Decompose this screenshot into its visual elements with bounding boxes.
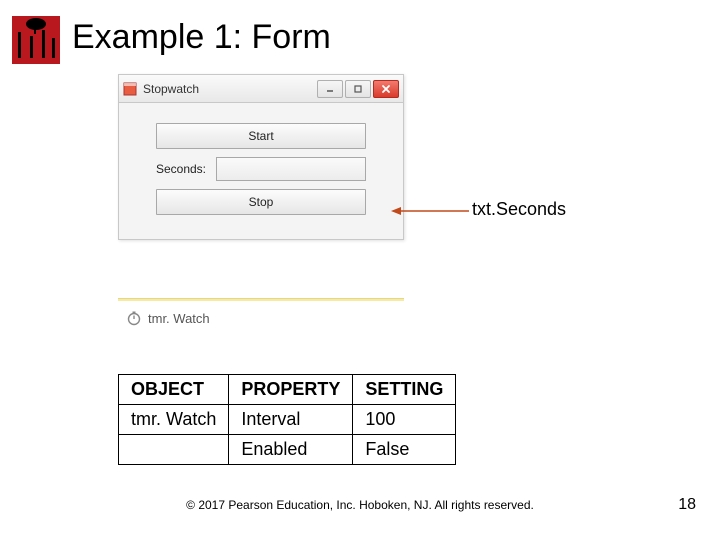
timer-icon [126, 310, 142, 326]
table-header: OBJECT [119, 375, 229, 405]
slide-number: 18 [678, 496, 696, 514]
stopwatch-window: Stopwatch Start Seconds: Stop [118, 74, 404, 240]
callout-arrow [391, 203, 469, 219]
callout-label: txt.Seconds [472, 199, 566, 220]
seconds-textbox[interactable] [216, 157, 366, 181]
table-cell: tmr. Watch [119, 405, 229, 435]
window-titlebar: Stopwatch [119, 75, 403, 103]
table-header: PROPERTY [229, 375, 353, 405]
component-tray: tmr. Watch [118, 304, 404, 332]
publisher-logo [12, 16, 60, 64]
window-title: Stopwatch [143, 82, 315, 96]
copyright-text: © 2017 Pearson Education, Inc. Hoboken, … [0, 498, 720, 512]
table-cell: Enabled [229, 435, 353, 465]
minimize-button[interactable] [317, 80, 343, 98]
slide-title: Example 1: Form [72, 18, 331, 57]
table-header: SETTING [353, 375, 456, 405]
stop-button[interactable]: Stop [156, 189, 366, 215]
seconds-row: Seconds: [146, 157, 376, 181]
table-cell: False [353, 435, 456, 465]
start-button[interactable]: Start [156, 123, 366, 149]
tray-timer-label: tmr. Watch [148, 311, 210, 326]
table-cell: Interval [229, 405, 353, 435]
maximize-button[interactable] [345, 80, 371, 98]
window-client-area: Start Seconds: Stop [119, 103, 403, 239]
table-cell: 100 [353, 405, 456, 435]
table-header-row: OBJECT PROPERTY SETTING [119, 375, 456, 405]
form-icon [123, 82, 137, 96]
seconds-label: Seconds: [156, 162, 206, 176]
close-button[interactable] [373, 80, 399, 98]
property-table: OBJECT PROPERTY SETTING tmr. Watch Inter… [118, 374, 456, 465]
table-row: Enabled False [119, 435, 456, 465]
component-tray-divider [118, 298, 404, 301]
table-row: tmr. Watch Interval 100 [119, 405, 456, 435]
table-cell [119, 435, 229, 465]
